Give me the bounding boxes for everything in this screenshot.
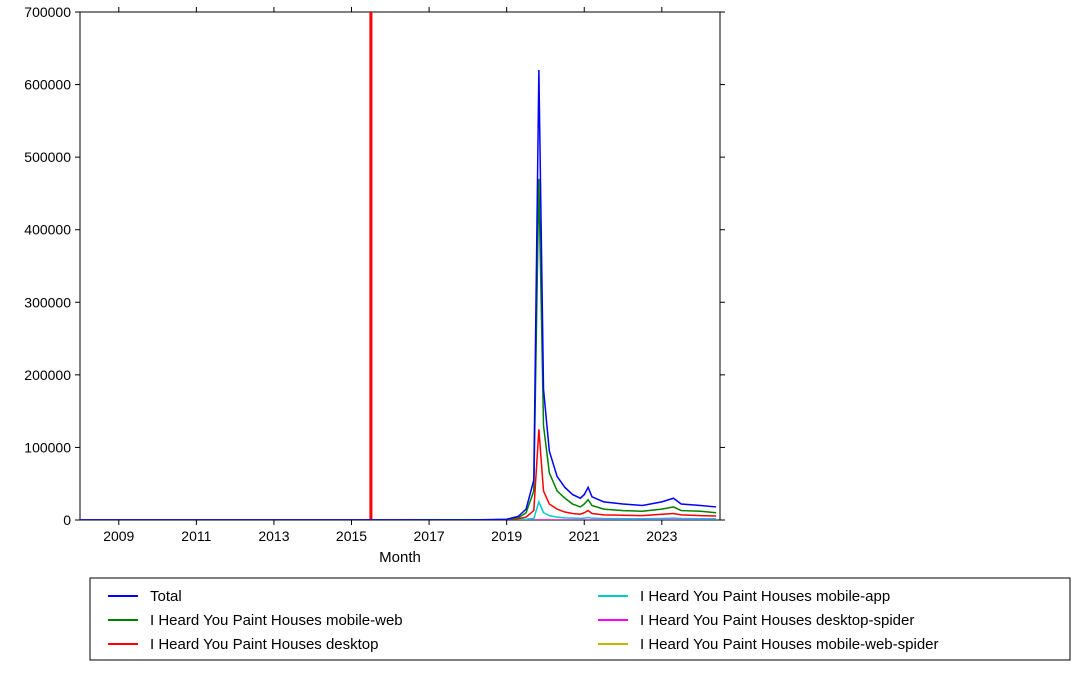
x-axis-label: Month [379,549,421,566]
legend-label: Total [150,588,182,605]
y-tick-label: 700000 [24,4,71,20]
y-tick-label: 600000 [24,77,71,93]
x-tick-label: 2019 [491,528,522,544]
legend-label: I Heard You Paint Houses mobile-web [150,612,403,629]
x-tick-label: 2021 [569,528,600,544]
x-tick-label: 2009 [103,528,134,544]
y-tick-label: 500000 [24,149,71,165]
series-line [80,429,716,520]
x-tick-label: 2017 [414,528,445,544]
series-line [80,70,716,520]
legend-label: I Heard You Paint Houses mobile-app [640,588,890,605]
chart-container: 0 100000 200000 300000 400000 500000 600000 700… [0,0,1089,679]
y-tick-label: 300000 [24,294,71,310]
x-tick-label: 2023 [646,528,677,544]
y-tick-label: 0 [63,512,71,528]
x-tick-label: 2011 [181,528,211,544]
x-tick-label: 2015 [336,528,367,544]
y-tick-label: 400000 [24,222,71,238]
y-tick-label: 100000 [24,439,71,455]
x-tick-label: 2013 [258,528,289,544]
legend-label: I Heard You Paint Houses desktop-spider [640,612,914,629]
legend-label: I Heard You Paint Houses mobile-web-spid… [640,636,939,653]
series-group [80,70,716,520]
plot-border [80,12,720,520]
y-tick-label: 200000 [24,367,71,383]
line-chart: 0 100000 200000 300000 400000 500000 600000 700… [0,0,1089,679]
legend-label: I Heard You Paint Houses desktop [150,636,379,653]
series-line [80,179,716,520]
